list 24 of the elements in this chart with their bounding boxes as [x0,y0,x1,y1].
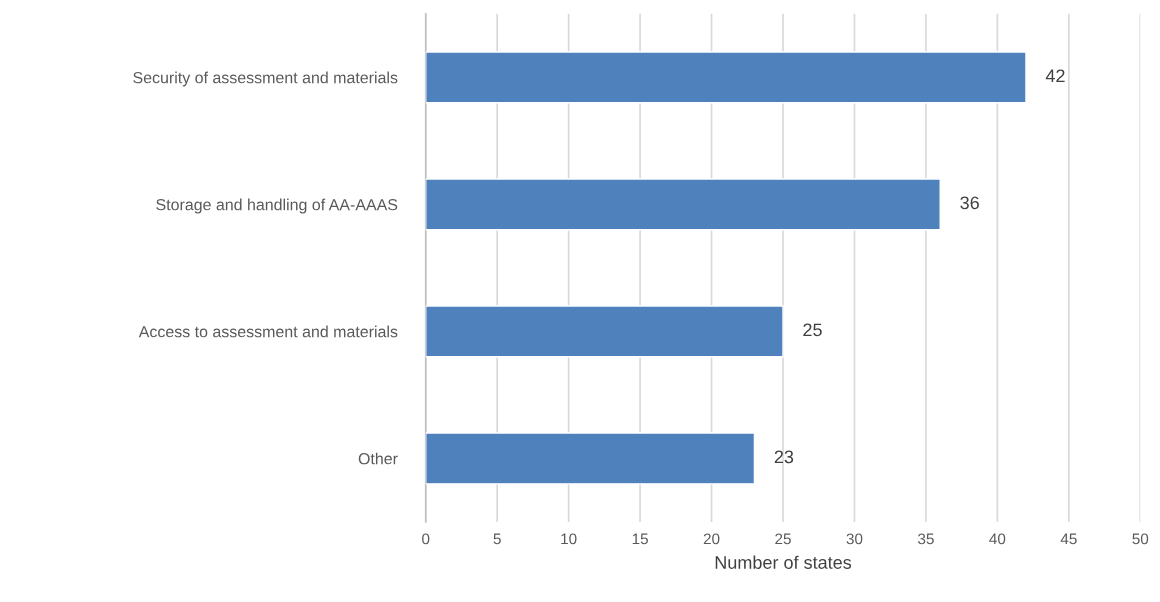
x-tick-label: 0 [422,533,430,545]
x-tick-label: 35 [918,533,934,545]
x-tick-label: 40 [989,533,1006,545]
x-tick-label: 20 [703,533,720,545]
x-tick-label: 5 [493,533,501,545]
bar [425,305,784,358]
data-label: 42 [1045,69,1065,83]
y-tick-label: Storage and handling of AA-AAAS [156,198,398,214]
bar [425,178,941,231]
bar [425,51,1027,104]
data-label: 25 [803,323,822,337]
x-tick-label: 50 [1132,533,1149,545]
data-label: 36 [960,196,979,210]
x-axis-title: Number of states [715,555,852,569]
x-tick-label: 15 [632,533,648,545]
x-tick-label: 30 [846,533,863,545]
y-tick-label: Security of assessment and materials [133,71,398,87]
x-tick-label: 10 [561,533,577,545]
data-label: 23 [774,450,794,464]
x-tick-label: 45 [1060,533,1077,545]
bar [425,432,756,485]
x-tick-label: 25 [775,533,791,545]
y-tick-label: Other [358,452,398,465]
y-tick-label: Access to assessment and materials [138,325,398,338]
